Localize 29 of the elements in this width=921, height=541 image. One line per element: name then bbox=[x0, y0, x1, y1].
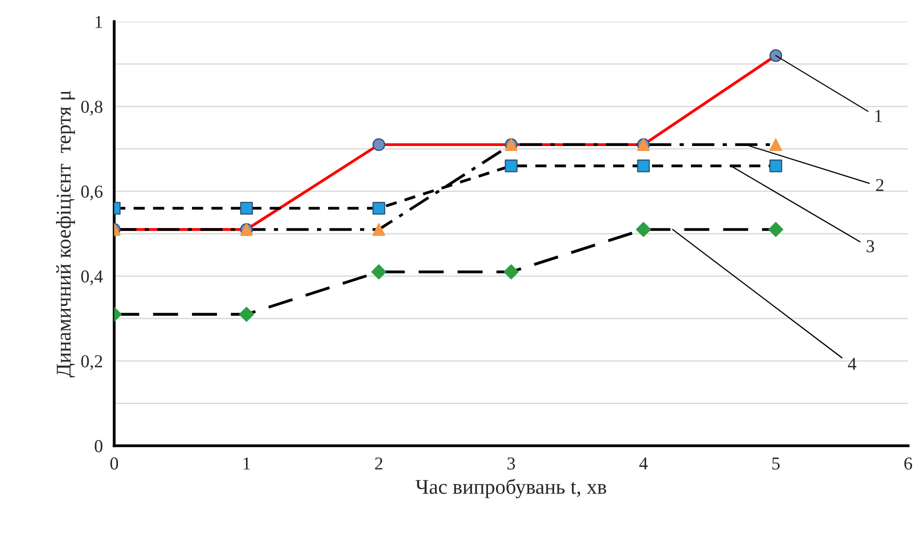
point bbox=[504, 264, 519, 280]
x-tick-label: 5 bbox=[772, 458, 780, 470]
x-tick-label: 0 bbox=[110, 457, 118, 470]
x-axis-title: Час випробувань t, хв bbox=[416, 478, 606, 498]
y-tick-label: 0,2 bbox=[81, 355, 102, 370]
y-axis-title: Динамичний коефіцієнт тертя μ bbox=[56, 90, 75, 378]
point bbox=[239, 306, 254, 322]
point bbox=[637, 159, 650, 172]
y-tick-label: 0,8 bbox=[81, 100, 102, 116]
y-tick-label: 0,4 bbox=[81, 270, 103, 286]
y-tick-label: 0 bbox=[94, 440, 102, 452]
x-tick-label: 2 bbox=[375, 457, 382, 470]
point bbox=[636, 222, 651, 237]
y-tick-label: 0,6 bbox=[81, 186, 103, 200]
annotation: 4 bbox=[848, 358, 856, 370]
point bbox=[769, 159, 782, 172]
y-tick-label: 1 bbox=[96, 16, 102, 28]
annotation: 3 bbox=[866, 240, 874, 252]
point bbox=[372, 202, 386, 215]
x-tick-label: 3 bbox=[508, 457, 515, 470]
x-tick-label: 6 bbox=[904, 457, 912, 470]
annotation: 1 bbox=[875, 110, 882, 122]
point bbox=[504, 159, 518, 172]
point bbox=[371, 264, 386, 280]
point bbox=[240, 202, 253, 215]
x-tick-label: 1 bbox=[244, 458, 250, 470]
point bbox=[768, 222, 784, 237]
x-tick-label: 4 bbox=[639, 458, 648, 470]
annotation: 2 bbox=[876, 179, 884, 191]
